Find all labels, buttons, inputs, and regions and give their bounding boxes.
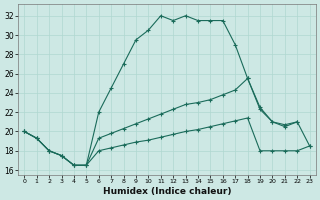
X-axis label: Humidex (Indice chaleur): Humidex (Indice chaleur) xyxy=(103,187,231,196)
